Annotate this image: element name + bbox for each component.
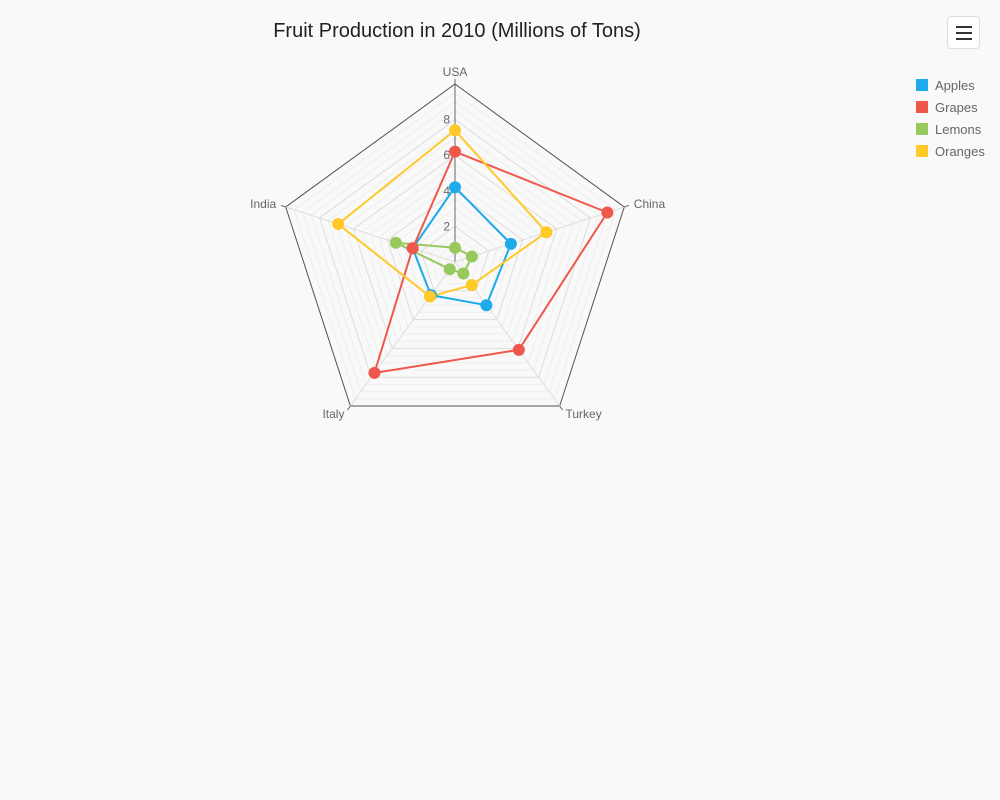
data-point-lemons-turkey[interactable] [457, 267, 470, 280]
grid-ring [310, 110, 600, 385]
data-point-grapes-usa[interactable] [449, 145, 461, 158]
data-point-grapes-turkey[interactable] [512, 343, 525, 356]
grid-ring [369, 172, 541, 335]
data-point-lemons-italy[interactable] [443, 263, 456, 276]
legend-item-grapes[interactable]: Grapes [916, 96, 985, 118]
axis-tick [280, 204, 286, 208]
grid-ring [352, 154, 558, 349]
data-point-oranges-usa[interactable] [449, 124, 461, 137]
radial-tick-label: 4 [443, 184, 450, 198]
radial-tick-label: 2 [443, 219, 450, 233]
category-label-italy: Italy [322, 407, 344, 421]
data-point-oranges-india[interactable] [332, 218, 345, 231]
data-point-grapes-china[interactable] [601, 206, 614, 219]
data-point-lemons-usa[interactable] [449, 241, 461, 254]
outer-boundary [285, 83, 625, 407]
data-point-apples-turkey[interactable] [480, 299, 493, 312]
radial-tick-label: 6 [443, 148, 450, 162]
legend-label: Apples [935, 77, 975, 93]
chart-menu-button[interactable] [947, 16, 980, 49]
data-point-oranges-turkey[interactable] [465, 279, 478, 292]
grid-ring [420, 225, 490, 292]
axis-tick [347, 405, 351, 411]
grid-ring [344, 145, 566, 357]
grid-ring [395, 199, 515, 313]
grid-ring [327, 127, 583, 371]
grid-ring [378, 181, 532, 328]
legend-item-lemons[interactable]: Lemons [916, 118, 985, 140]
data-point-lemons-china[interactable] [465, 250, 478, 263]
data-point-grapes-india[interactable] [406, 242, 419, 255]
category-label-turkey: Turkey [566, 407, 602, 421]
data-point-lemons-india[interactable] [389, 236, 402, 249]
hamburger-menu-icon [955, 25, 972, 28]
legend-item-oranges[interactable]: Oranges [916, 140, 985, 162]
legend-label: Oranges [935, 143, 985, 159]
axis-spoke [285, 206, 456, 263]
axis-spoke [349, 261, 456, 407]
category-label-usa: USA [443, 65, 468, 79]
grid-ring [302, 101, 608, 393]
data-point-grapes-italy[interactable] [368, 366, 381, 379]
legend-swatch [916, 79, 928, 91]
data-point-oranges-italy[interactable] [423, 290, 436, 303]
grid-ring [429, 234, 481, 285]
legend-label: Lemons [935, 121, 982, 137]
grid-ring [361, 163, 549, 342]
grid-ring [403, 207, 507, 306]
radial-tick-label: 8 [443, 113, 450, 127]
legend-label: Grapes [935, 99, 978, 115]
data-point-apples-china[interactable] [504, 237, 517, 250]
series-line-oranges [337, 129, 548, 298]
legend-swatch [916, 145, 928, 157]
legend-item-apples[interactable]: Apples [916, 74, 985, 96]
axis-tick [624, 204, 630, 208]
grid-ring [386, 190, 524, 321]
axis-spoke [454, 206, 625, 263]
grid-ring [318, 118, 592, 378]
category-label-india: India [250, 197, 276, 211]
series-line-apples [411, 186, 512, 307]
grid-ring [293, 92, 617, 400]
legend-swatch [916, 123, 928, 135]
data-point-apples-usa[interactable] [449, 181, 461, 194]
legend-swatch [916, 101, 928, 113]
chart-title: Fruit Production in 2010 (Millions of To… [273, 20, 641, 42]
category-label-china: China [634, 197, 666, 211]
axis-tick [559, 405, 563, 411]
data-point-oranges-china[interactable] [540, 226, 553, 239]
grid-ring [412, 216, 498, 299]
series-line-grapes [373, 150, 609, 374]
legend: Apples Grapes Lemons Oranges [916, 74, 985, 162]
